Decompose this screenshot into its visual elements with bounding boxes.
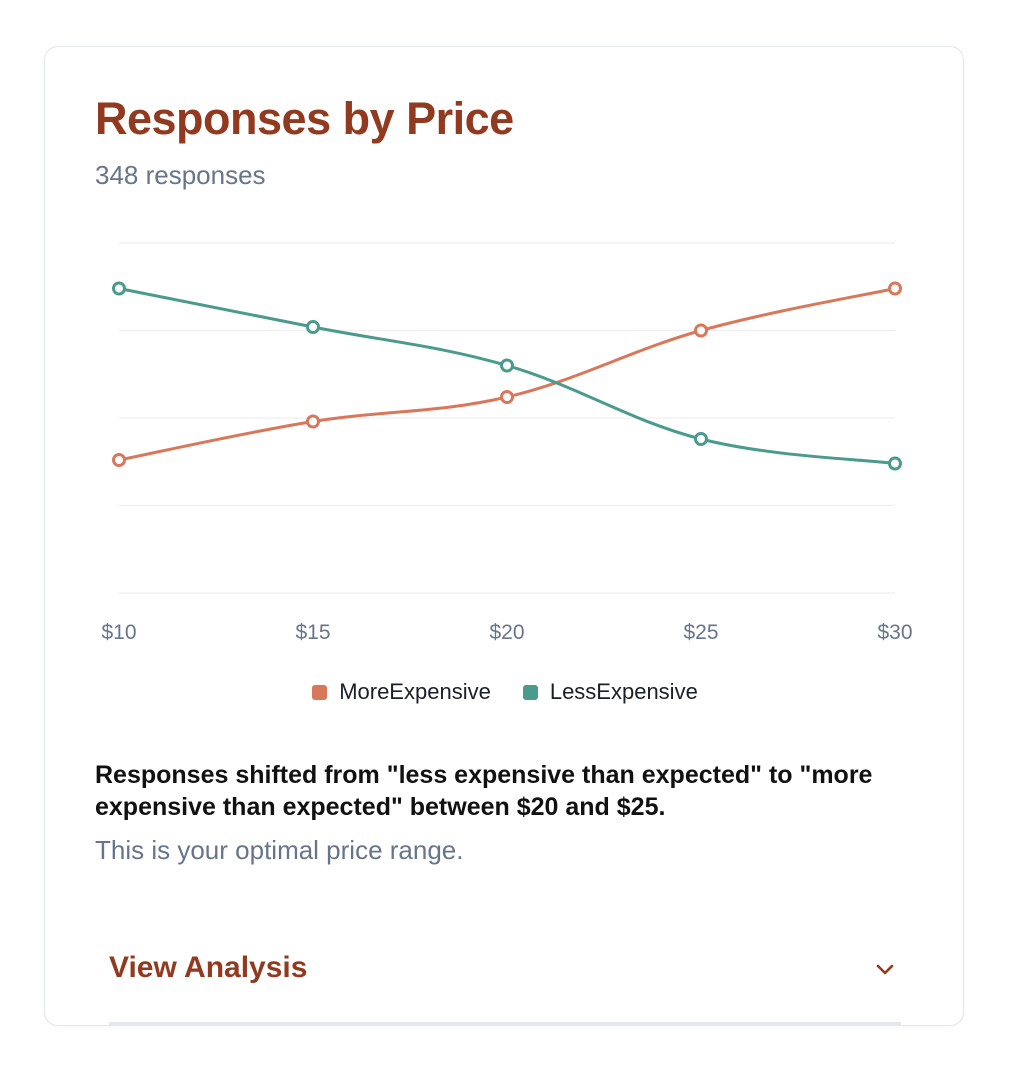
x-tick-label: $30 <box>877 621 912 644</box>
data-point-moreexpensive[interactable] <box>888 281 902 296</box>
response-count: 348 responses <box>95 160 266 190</box>
data-point-moreexpensive[interactable] <box>306 414 320 429</box>
view-analysis-accordion[interactable]: View Analysis <box>109 935 901 1025</box>
price-response-line-chart: $10 $15 $20 $25 $30 <box>101 242 913 644</box>
x-tick-label: $10 <box>101 621 136 644</box>
legend-label: MoreExpensive <box>339 679 491 704</box>
x-tick-label: $25 <box>683 621 718 644</box>
x-tick-label: $15 <box>295 621 330 644</box>
legend-swatch <box>522 684 538 700</box>
insight-note: This is your optimal price range. <box>95 835 464 865</box>
chart-legend: MoreExpensive LessExpensive <box>45 679 965 705</box>
x-tick-label: $20 <box>489 621 524 644</box>
data-point-moreexpensive[interactable] <box>694 323 708 338</box>
data-point-lessexpensive[interactable] <box>500 358 514 373</box>
data-point-lessexpensive[interactable] <box>694 432 708 446</box>
data-point-moreexpensive[interactable] <box>500 390 514 404</box>
legend-item-moreexpensive[interactable]: MoreExpensive <box>312 679 491 705</box>
view-analysis-label: View Analysis <box>109 951 308 984</box>
card-title: Responses by Price <box>95 93 514 144</box>
legend-swatch <box>312 684 328 700</box>
chevron-down-icon[interactable] <box>873 957 897 981</box>
data-point-moreexpensive[interactable] <box>112 453 126 467</box>
data-point-lessexpensive[interactable] <box>112 281 126 296</box>
data-point-lessexpensive[interactable] <box>306 320 320 334</box>
data-point-lessexpensive[interactable] <box>888 456 902 471</box>
series-line-moreexpensive <box>117 287 897 462</box>
insight-text: Responses shifted from "less expensive t… <box>95 761 873 821</box>
legend-item-lessexpensive[interactable]: LessExpensive <box>522 679 698 705</box>
responses-by-price-card: Responses by Price 348 responses $10 $15 $… <box>44 46 964 1026</box>
legend-label: LessExpensive <box>549 679 698 704</box>
